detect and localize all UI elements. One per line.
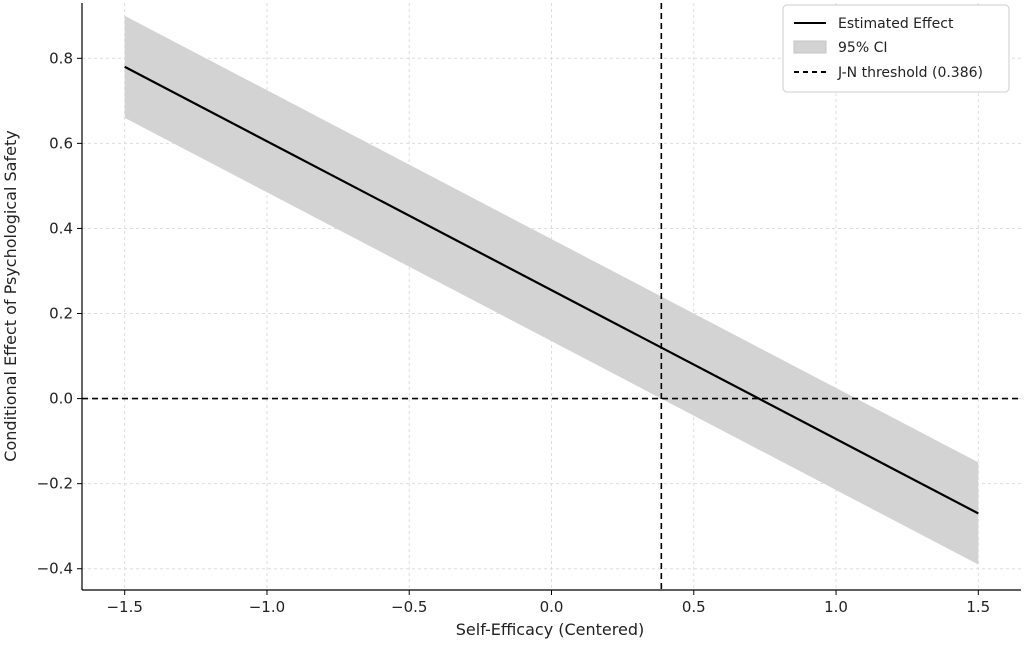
x-axis-label: Self-Efficacy (Centered) [456, 620, 645, 639]
y-tick-label: 0.2 [49, 305, 73, 323]
legend-label-jn-threshold: J-N threshold (0.386) [837, 65, 983, 81]
legend-label-estimated-effect: Estimated Effect [838, 16, 954, 32]
y-tick-label: −0.4 [37, 560, 73, 578]
x-tick-label: 0.0 [540, 598, 564, 616]
y-tick-label: −0.2 [37, 475, 73, 493]
x-tick-label: 1.0 [824, 598, 848, 616]
legend-band-swatch [793, 40, 827, 54]
estimated-effect-line [124, 65, 979, 515]
y-tick-label: 0.4 [49, 219, 73, 237]
x-tick-label: −0.5 [391, 598, 427, 616]
x-tick-label: 0.5 [682, 598, 706, 616]
line-layer [82, 3, 1021, 590]
legend-box [782, 4, 1010, 93]
y-axis-label: Conditional Effect of Psychological Safe… [1, 130, 20, 461]
x-axis-ticks: −1.5 −1.0 −0.5 0.0 0.5 1.0 1.5 [106, 590, 990, 616]
x-tick-label: 1.5 [966, 598, 990, 616]
y-tick-label: 0.0 [49, 390, 73, 408]
y-tick-label: 0.8 [49, 49, 73, 67]
legend: Estimated Effect 95% CI J-N threshold (0… [782, 4, 1010, 93]
x-tick-label: −1.5 [106, 598, 142, 616]
y-tick-label: 0.6 [49, 134, 73, 152]
y-axis-ticks: −0.4 −0.2 0.0 0.2 0.4 0.6 0.8 [37, 49, 82, 578]
legend-label-ci: 95% CI [838, 40, 887, 56]
x-tick-label: −1.0 [249, 598, 285, 616]
